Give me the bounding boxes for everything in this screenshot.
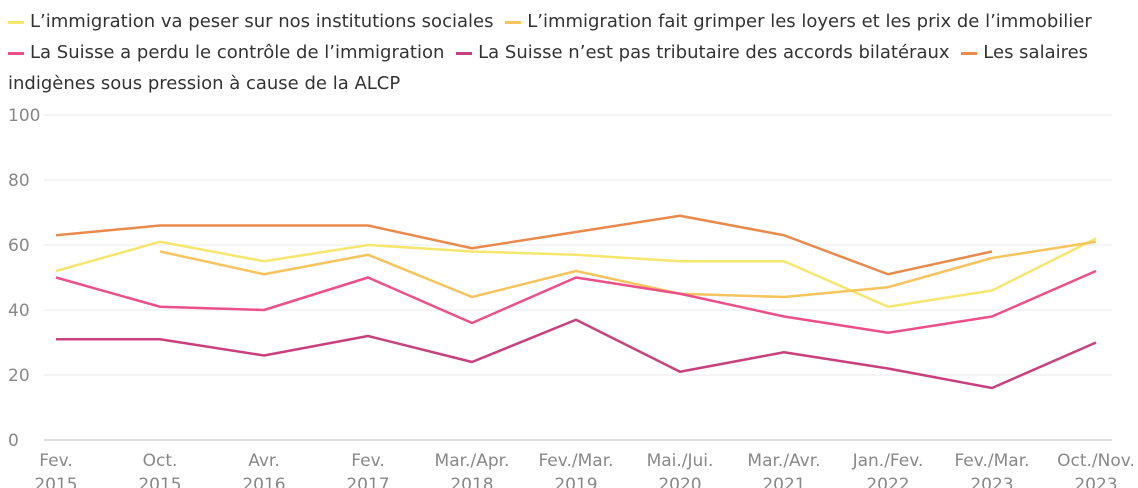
x-tick-label: Oct. 2015	[138, 451, 181, 488]
x-tick-label: Oct./Nov. 2023	[1057, 451, 1135, 488]
legend-swatch	[8, 51, 24, 55]
line-series	[55, 237, 1097, 308]
x-tick-label: Fev./Mar. 2019	[538, 451, 613, 488]
x-tick-label: Avr. 2016	[242, 451, 285, 488]
legend: L’immigration va peser sur nos instituti…	[8, 6, 1118, 99]
x-tick-label: Fev. 2015	[34, 451, 77, 488]
legend-label: Les salaires indigènes sous pression à c…	[8, 42, 1089, 94]
legend-label: L’immigration fait grimper les loyers et…	[527, 11, 1092, 32]
x-tick-label: Mar./Avr. 2021	[747, 451, 820, 488]
legend-item: L’immigration fait grimper les loyers et…	[505, 11, 1092, 32]
line-series	[159, 240, 1097, 299]
legend-label: L’immigration va peser sur nos instituti…	[30, 11, 494, 32]
legend-item: La Suisse n’est pas tributaire des accor…	[456, 42, 950, 63]
x-tick-label: Fev. 2017	[346, 451, 389, 488]
y-tick-label: 0	[8, 431, 19, 451]
y-tick-label: 40	[8, 301, 30, 321]
line-series	[55, 269, 1097, 334]
x-tick-label: Mar./Apr. 2018	[435, 451, 510, 488]
x-tick-label: Mai./Jui. 2020	[647, 451, 714, 488]
x-tick-label: Jan./Fev. 2022	[852, 451, 924, 488]
legend-swatch	[456, 51, 473, 55]
legend-item: Les salaires indigènes sous pression à c…	[8, 42, 1088, 94]
legend-swatch	[505, 20, 522, 24]
x-tick-label: Fev./Mar. 2023	[954, 451, 1029, 488]
legend-label: La Suisse n’est pas tributaire des accor…	[478, 42, 950, 63]
legend-item: L’immigration va peser sur nos instituti…	[8, 11, 493, 32]
legend-item: La Suisse a perdu le contrôle de l’immig…	[8, 42, 444, 63]
y-tick-label: 100	[8, 106, 40, 126]
line-series	[56, 318, 1097, 390]
y-tick-label: 20	[8, 366, 30, 386]
y-tick-label: 80	[8, 171, 30, 191]
legend-swatch	[8, 20, 24, 24]
legend-swatch	[961, 51, 978, 55]
y-tick-label: 60	[8, 236, 30, 256]
legend-label: La Suisse a perdu le contrôle de l’immig…	[30, 42, 445, 63]
line-series	[55, 214, 993, 276]
